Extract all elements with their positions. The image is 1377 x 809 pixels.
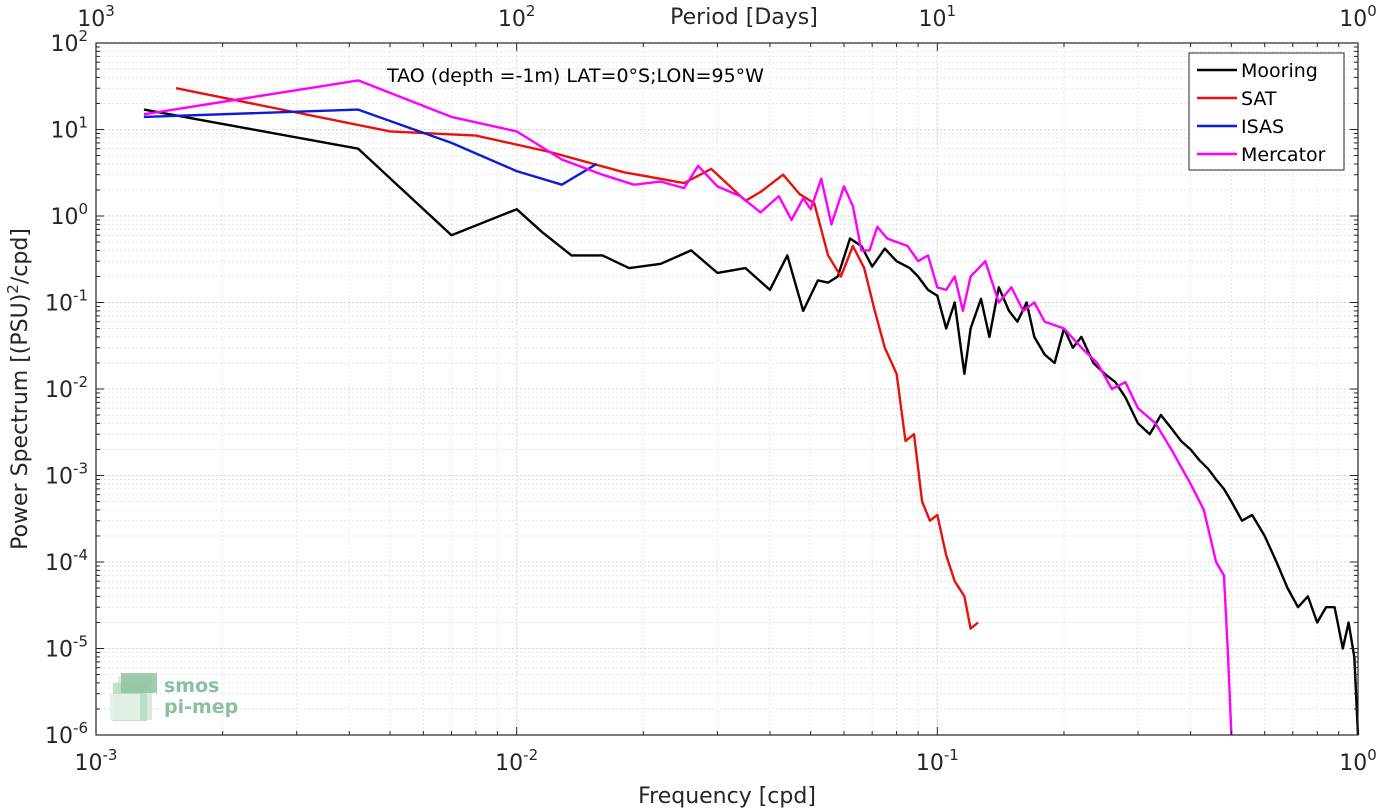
y-tick-label-exp: -1: [73, 287, 88, 305]
x-tick-label-base: 10: [75, 751, 103, 776]
x-axis-label: Frequency [cpd]: [638, 784, 816, 809]
y-tick-label-base: 10: [50, 32, 78, 57]
y-axis-label: Power Spectrum [(PSU)2/cpd]: [4, 228, 33, 550]
series-layer: [143, 79, 1360, 736]
y-tick-label: 101: [50, 114, 88, 144]
x-tick-label-base: 10: [495, 751, 523, 776]
x-tick-label-exp: 0: [1367, 746, 1377, 764]
top-tick-label-base: 10: [77, 7, 105, 32]
top-tick-label: 102: [498, 2, 536, 32]
top-tick-label-exp: 3: [105, 2, 115, 20]
series-line-sat: [175, 87, 979, 630]
top-tick-label-exp: 0: [1367, 2, 1377, 20]
series-line-mercator: [143, 79, 1233, 736]
y-tick-label-base: 10: [50, 205, 78, 230]
y-tick-label: 102: [50, 27, 88, 57]
top-tick-label: 100: [1339, 2, 1377, 32]
legend-entries: Mooring SAT ISAS Mercator: [1197, 60, 1326, 166]
plot-background: [96, 43, 1358, 735]
top-tick-label-base: 10: [498, 7, 526, 32]
y-tick-label-base: 10: [45, 551, 73, 576]
x-tick-label-exp: -1: [944, 746, 959, 764]
top-tick-label-base: 10: [1339, 7, 1367, 32]
y-tick-label-exp: -5: [73, 633, 88, 651]
y-tick-label: 10-2: [45, 373, 88, 403]
chart-title: TAO (depth =-1m) LAT=0°S;LON=95°W: [386, 65, 764, 87]
legend: Mooring SAT ISAS Mercator: [1188, 52, 1345, 171]
top-tick-label: 101: [919, 2, 957, 32]
top-tick-label: 103: [77, 2, 115, 32]
y-axis-label-main: Power Spectrum [(PSU): [8, 294, 33, 550]
y-tick-label-exp: -3: [73, 460, 88, 478]
y-axis-label-sup: 2: [4, 284, 22, 294]
x-tick-label: 10-3: [75, 746, 118, 776]
x-tick-label: 100: [1339, 746, 1377, 776]
y-tick-label-exp: -2: [73, 373, 88, 391]
y-tick-label-exp: 1: [78, 114, 88, 132]
y-tick-label: 10-1: [45, 287, 88, 317]
y-tick-label-exp: 2: [78, 27, 88, 45]
grid: [96, 43, 1358, 735]
y-tick-label-base: 10: [45, 465, 73, 490]
legend-label-sat: SAT: [1241, 88, 1277, 110]
y-tick-label-base: 10: [45, 638, 73, 663]
x-tick-label-exp: -3: [103, 746, 118, 764]
logo-line-1: smos: [164, 675, 219, 697]
top-tick-label-exp: 1: [947, 2, 957, 20]
x-tick-label-exp: -2: [523, 746, 538, 764]
y-tick-label-base: 10: [45, 724, 73, 749]
logo-mark-icon: [110, 673, 157, 721]
x-tick-label: 10-2: [495, 746, 538, 776]
top-tick-label-exp: 2: [526, 2, 536, 20]
y-tick-label: 10-3: [45, 460, 88, 490]
legend-box: [1188, 52, 1345, 171]
smos-logo: smos pi-mep: [110, 673, 238, 721]
x-tick-label-base: 10: [916, 751, 944, 776]
top-axis-label: Period [Days]: [670, 5, 818, 30]
y-tick-label-base: 10: [50, 119, 78, 144]
legend-label-isas: ISAS: [1241, 116, 1284, 138]
series-line-isas: [143, 108, 598, 186]
legend-label-mooring: Mooring: [1241, 60, 1318, 82]
logo-line-2: pi-mep: [164, 696, 238, 718]
y-tick-label: 10-6: [45, 719, 88, 749]
legend-label-mercator: Mercator: [1241, 144, 1326, 166]
y-axis-label-tail: /cpd]: [8, 228, 33, 284]
y-tick-label: 10-5: [45, 633, 88, 663]
y-tick-label-exp: 0: [78, 200, 88, 218]
y-tick-label-base: 10: [45, 378, 73, 403]
y-tick-label: 100: [50, 200, 88, 230]
y-tick-label-exp: -6: [73, 719, 88, 737]
y-tick-label-base: 10: [45, 292, 73, 317]
ticks: [95, 42, 1359, 736]
x-tick-label: 10-1: [916, 746, 959, 776]
y-tick-label: 10-4: [45, 546, 88, 576]
series-line-mooring: [143, 108, 1360, 736]
y-tick-label-exp: -4: [73, 546, 88, 564]
x-tick-label-base: 10: [1339, 751, 1367, 776]
top-tick-label-base: 10: [919, 7, 947, 32]
